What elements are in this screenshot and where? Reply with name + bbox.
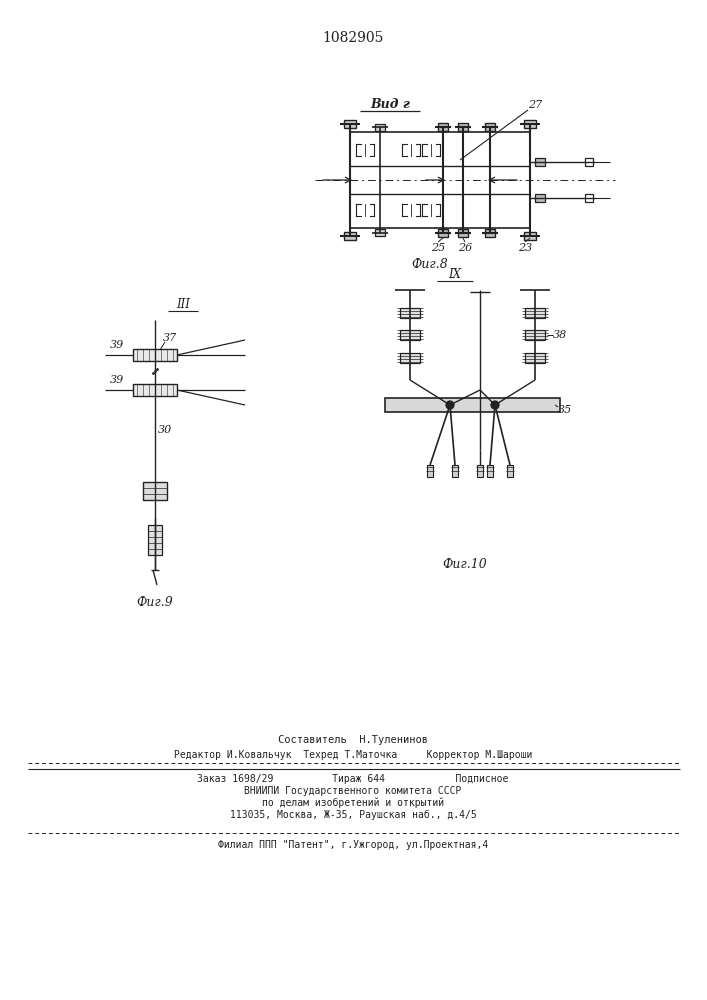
- Bar: [438, 229, 448, 237]
- Bar: [487, 465, 493, 477]
- Text: 30: 30: [158, 425, 172, 435]
- Text: 37: 37: [163, 333, 177, 343]
- Bar: [452, 465, 458, 477]
- Text: Фиг.9: Фиг.9: [136, 595, 173, 608]
- Bar: [507, 465, 513, 477]
- Bar: [375, 229, 385, 236]
- Circle shape: [491, 401, 499, 409]
- Text: Заказ 1698/29          Тираж 644            Подписное: Заказ 1698/29 Тираж 644 Подписное: [197, 774, 509, 784]
- Text: 23: 23: [518, 243, 532, 253]
- Bar: [524, 120, 536, 128]
- Bar: [438, 123, 448, 131]
- Circle shape: [446, 401, 454, 409]
- Text: Редактор И.Ковальчук  Техред Т.Маточка     Корректор М.Шароши: Редактор И.Ковальчук Техред Т.Маточка Ко…: [174, 750, 532, 760]
- Text: 39: 39: [110, 340, 124, 350]
- Bar: [385, 398, 560, 412]
- Bar: [344, 120, 356, 128]
- Bar: [585, 158, 593, 166]
- Text: 26: 26: [458, 243, 472, 253]
- Bar: [485, 229, 495, 237]
- Bar: [400, 353, 420, 362]
- Text: 27: 27: [528, 100, 542, 110]
- Text: 39: 39: [110, 375, 124, 385]
- Text: 113035, Москва, Ж-35, Раушская наб., д.4/5: 113035, Москва, Ж-35, Раушская наб., д.4…: [230, 810, 477, 820]
- Bar: [485, 123, 495, 131]
- Bar: [458, 123, 468, 131]
- Text: Филиал ППП "Патент", г.Ужгород, ул.Проектная,4: Филиал ППП "Патент", г.Ужгород, ул.Проек…: [218, 840, 488, 850]
- Text: IX: IX: [448, 268, 462, 282]
- Bar: [524, 232, 536, 240]
- Bar: [148, 525, 162, 555]
- Text: III: III: [176, 298, 190, 312]
- Bar: [458, 229, 468, 237]
- Bar: [400, 330, 420, 340]
- Text: по делам изобретений и открытий: по делам изобретений и открытий: [262, 798, 444, 808]
- Bar: [133, 384, 177, 396]
- Text: 35: 35: [558, 405, 572, 415]
- Bar: [143, 482, 167, 500]
- Bar: [525, 330, 545, 340]
- Bar: [344, 232, 356, 240]
- Bar: [535, 158, 545, 166]
- Text: 38: 38: [553, 330, 567, 340]
- Text: Фиг.8: Фиг.8: [411, 258, 448, 271]
- Bar: [525, 308, 545, 318]
- Text: Фиг.10: Фиг.10: [443, 558, 487, 572]
- Bar: [477, 465, 483, 477]
- Bar: [525, 353, 545, 362]
- Bar: [585, 194, 593, 202]
- Bar: [427, 465, 433, 477]
- Text: Вид г: Вид г: [370, 99, 410, 111]
- Text: 25: 25: [431, 243, 445, 253]
- Text: ВНИИПИ Государственного комитета СССР: ВНИИПИ Государственного комитета СССР: [245, 786, 462, 796]
- Text: Составитель  Н.Туленинов: Составитель Н.Туленинов: [278, 735, 428, 745]
- Bar: [535, 194, 545, 202]
- Bar: [400, 308, 420, 318]
- Text: 1082905: 1082905: [322, 31, 384, 45]
- Bar: [375, 124, 385, 131]
- Bar: [133, 349, 177, 361]
